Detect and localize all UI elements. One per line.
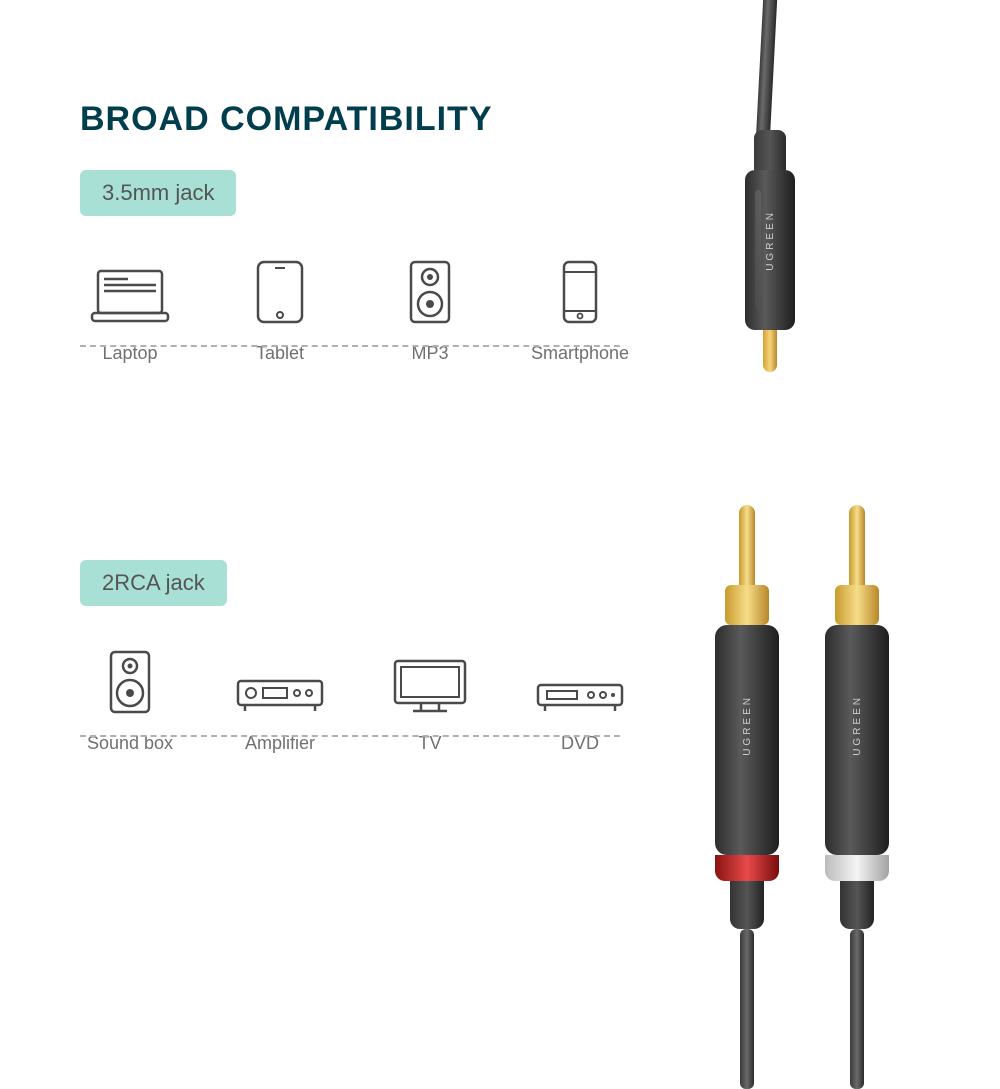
brand-text-2: UGREEN — [742, 695, 753, 756]
brand-text-1: UGREEN — [765, 210, 776, 271]
item-amplifier: Amplifier — [230, 645, 330, 754]
smartphone-icon — [561, 259, 599, 325]
divider-1 — [80, 345, 620, 347]
soundbox-icon — [108, 649, 152, 715]
tv-icon — [391, 657, 469, 715]
row-2rca: Sound box Amplifier TV — [80, 645, 630, 754]
item-smartphone: Smartphone — [530, 255, 630, 364]
item-dvd: DVD — [530, 645, 630, 754]
item-soundbox: Sound box — [80, 645, 180, 754]
item-mp3: MP3 — [380, 255, 480, 364]
page-title: BROAD COMPATIBILITY — [80, 100, 493, 139]
badge-35mm: 3.5mm jack — [80, 170, 236, 216]
amplifier-icon — [235, 675, 325, 715]
dvd-icon — [535, 681, 625, 715]
laptop-icon — [90, 267, 170, 325]
product-graphic: UGREEN UGREEN UGREEN — [660, 0, 1000, 1000]
row-35mm: Laptop Tablet MP3 — [80, 255, 630, 364]
item-tv: TV — [380, 645, 480, 754]
rca-right: UGREEN — [825, 505, 889, 1089]
rca-left: UGREEN — [715, 505, 779, 1089]
brand-text-3: UGREEN — [852, 695, 863, 756]
mp3-icon — [408, 259, 452, 325]
cable-top — [756, 0, 778, 140]
plug-35mm: UGREEN — [745, 130, 795, 372]
item-tablet: Tablet — [230, 255, 330, 364]
item-laptop: Laptop — [80, 255, 180, 364]
tablet-icon — [255, 259, 305, 325]
divider-2 — [80, 735, 620, 737]
badge-2rca: 2RCA jack — [80, 560, 227, 606]
